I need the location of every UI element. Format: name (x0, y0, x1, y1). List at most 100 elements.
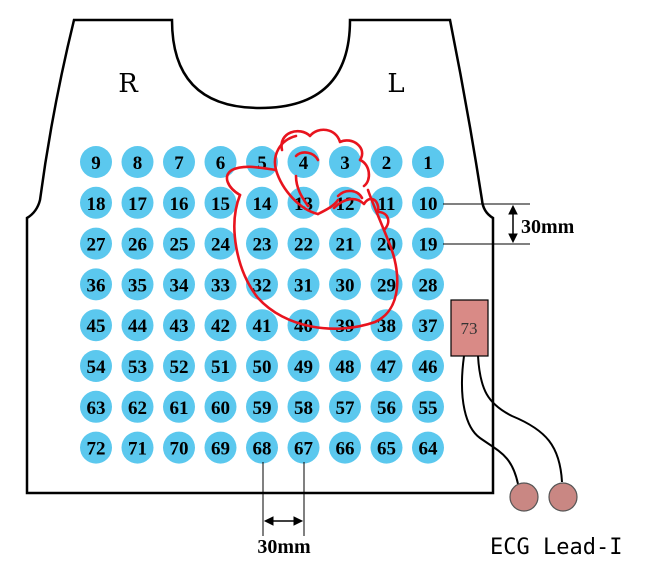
electrode-70 (163, 431, 195, 464)
electrode-label-30: 30 (336, 275, 355, 296)
electrode-label-19: 19 (419, 235, 438, 256)
electrode-label-51: 51 (211, 357, 230, 378)
electrode-15 (204, 186, 237, 219)
lead-wire-2 (477, 355, 563, 483)
electrode-45 (80, 309, 112, 342)
electrode-label-64: 64 (419, 439, 439, 460)
electrode-label-39: 39 (336, 316, 355, 337)
electrode-label-69: 69 (211, 439, 230, 460)
electrode-label-70: 70 (170, 439, 189, 460)
electrode-33 (204, 268, 237, 301)
electrode-12 (329, 186, 361, 219)
electrode-72 (80, 431, 112, 464)
electrode-label-31: 31 (294, 275, 313, 296)
electrode-label-7: 7 (174, 153, 184, 174)
electrode-label-57: 57 (336, 398, 356, 419)
electrode-label-17: 17 (128, 194, 148, 215)
electrode-label-6: 6 (216, 153, 226, 174)
electrode-36 (80, 268, 112, 301)
electrode-label-15: 15 (211, 194, 230, 215)
electrode-label-2: 2 (382, 153, 392, 174)
electrode-42 (204, 309, 237, 342)
electrode-label-63: 63 (87, 398, 106, 419)
electrode-label-36: 36 (87, 275, 106, 296)
electrode-label-10: 10 (419, 194, 438, 215)
electrode-label-50: 50 (253, 357, 272, 378)
electrode-label-35: 35 (128, 275, 147, 296)
electrode-20 (370, 227, 403, 260)
electrode-55 (412, 390, 444, 423)
electrode-label-55: 55 (419, 398, 438, 419)
electrode-63 (80, 390, 112, 423)
electrode-23 (246, 227, 278, 260)
electrode-label-44: 44 (128, 316, 148, 337)
electrode-68 (246, 431, 278, 464)
electrode-label-48: 48 (336, 357, 355, 378)
electrode-50 (246, 350, 278, 382)
electrode-14 (246, 186, 278, 219)
electrode-29 (370, 268, 403, 301)
electrode-label-66: 66 (336, 439, 355, 460)
electrode-label-58: 58 (294, 398, 313, 419)
electrode-16 (163, 186, 195, 219)
row-spacing-label: 30mm (521, 216, 575, 238)
electrode-label-16: 16 (170, 194, 189, 215)
electrode-30 (329, 268, 361, 301)
electrode-6 (204, 146, 237, 178)
electrode-label-27: 27 (87, 235, 107, 256)
electrode-label-46: 46 (419, 357, 438, 378)
left-side-label: L (387, 69, 404, 99)
electrode-label-37: 37 (419, 316, 439, 337)
electrode-48 (329, 350, 361, 382)
electrode-label-43: 43 (170, 316, 189, 337)
electrode-60 (204, 390, 237, 423)
electrode-label-14: 14 (253, 194, 273, 215)
electrode-label-42: 42 (211, 316, 230, 337)
electrode-label-1: 1 (423, 153, 433, 174)
electrode-9 (80, 146, 112, 178)
column-spacing-label: 30mm (257, 536, 311, 558)
electrode-label-21: 21 (336, 235, 355, 256)
electrode-31 (287, 268, 320, 301)
electrode-label-29: 29 (377, 275, 396, 296)
electrode-label-33: 33 (211, 275, 230, 296)
electrode-label-8: 8 (133, 153, 143, 174)
electrode-71 (121, 431, 154, 464)
electrode-label-53: 53 (128, 357, 147, 378)
electrode-label-60: 60 (211, 398, 230, 419)
electrode-66 (329, 431, 361, 464)
electrode-22 (287, 227, 320, 260)
electrode-46 (412, 350, 444, 382)
electrode-label-38: 38 (377, 316, 396, 337)
electrode-label-9: 9 (91, 153, 101, 174)
electrode-2 (370, 146, 403, 178)
electrode-label-52: 52 (170, 357, 189, 378)
electrode-1 (412, 146, 444, 178)
electrode-10 (412, 186, 444, 219)
electrode-label-54: 54 (87, 357, 107, 378)
electrode-34 (163, 268, 195, 301)
electrode-label-11: 11 (378, 194, 396, 215)
electrode-28 (412, 268, 444, 301)
electrode-59 (246, 390, 278, 423)
electrode-67 (287, 431, 320, 464)
electrode-35 (121, 268, 154, 301)
row-spacing-dimension (443, 203, 530, 245)
electrode-label-40: 40 (294, 316, 313, 337)
electrode-19 (412, 227, 444, 260)
electrode-label-32: 32 (253, 275, 272, 296)
electrode-label-5: 5 (257, 153, 267, 174)
column-spacing-dimension (262, 462, 305, 536)
electrode-label-23: 23 (253, 235, 272, 256)
vest-outline (25, 18, 495, 495)
electrode-52 (163, 350, 195, 382)
heart-outline (225, 128, 399, 330)
electrode-18 (80, 186, 112, 219)
electrode-label-65: 65 (377, 439, 396, 460)
electrode-label-4: 4 (299, 153, 309, 174)
electrode-label-59: 59 (253, 398, 272, 419)
electrode-37 (412, 309, 444, 342)
electrode-65 (370, 431, 403, 464)
electrode-58 (287, 390, 320, 423)
